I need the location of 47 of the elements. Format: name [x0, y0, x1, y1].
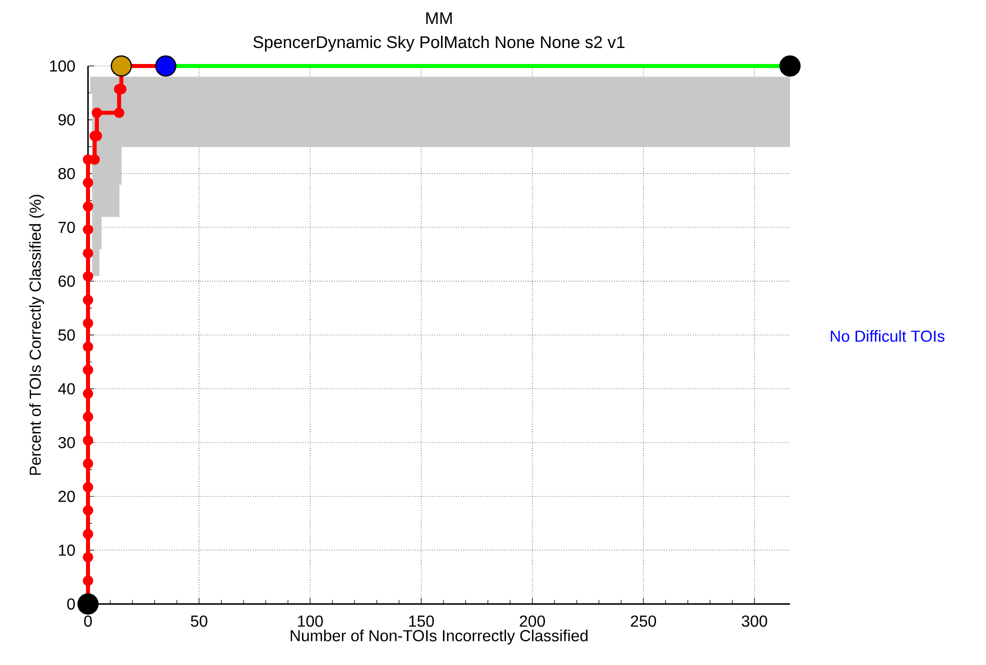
y-tick-label: 0: [67, 598, 75, 610]
point: [779, 55, 801, 77]
point: [82, 388, 94, 399]
x-tick-label: 150: [409, 616, 434, 627]
point: [82, 364, 94, 376]
point: [82, 248, 94, 258]
point: [110, 55, 132, 77]
point: [82, 318, 94, 328]
x-tick-label: 200: [520, 616, 545, 627]
chart-subtitle: SpencerDynamic Sky PolMatch None None s2 v1: [253, 36, 624, 52]
point: [82, 412, 94, 422]
point: [82, 552, 94, 562]
point: [82, 435, 94, 446]
point: [82, 178, 94, 188]
x-tick-label: 50: [190, 616, 208, 627]
point: [92, 108, 102, 118]
y-tick-label: 90: [58, 114, 75, 126]
point: [82, 294, 94, 306]
y-tick-label: 100: [50, 60, 75, 72]
point: [82, 224, 94, 235]
y-axis-title: Percent of TOIs Correctly Classified (%): [29, 194, 44, 475]
x-tick-label: 300: [742, 616, 768, 627]
chart-title: MM: [426, 12, 452, 24]
point: [82, 576, 94, 586]
point: [82, 528, 94, 540]
point: [82, 505, 94, 516]
y-tick-label: 10: [58, 544, 75, 556]
y-tick-label: 40: [58, 383, 75, 394]
y-tick-label: 50: [58, 329, 75, 341]
text: No Difficult TOIs: [830, 330, 944, 342]
point: [82, 482, 94, 492]
x-axis-title: Number of Non-TOIs Incorrectly Classified: [290, 630, 588, 644]
y-tick-label: 80: [58, 168, 75, 180]
y-tick-label: 60: [58, 276, 75, 287]
point: [82, 201, 94, 212]
x-tick-label: 100: [298, 616, 323, 627]
point: [82, 458, 94, 469]
x-tick-label: 0: [84, 616, 92, 627]
y-tick-label: 70: [58, 222, 75, 234]
point: [114, 108, 124, 118]
point: [155, 55, 176, 77]
point: [82, 271, 94, 282]
point: [77, 593, 99, 615]
y-tick-label: 30: [58, 436, 75, 448]
x-tick-label: 250: [630, 616, 656, 627]
point: [82, 342, 94, 352]
y-tick-label: 20: [58, 490, 75, 502]
